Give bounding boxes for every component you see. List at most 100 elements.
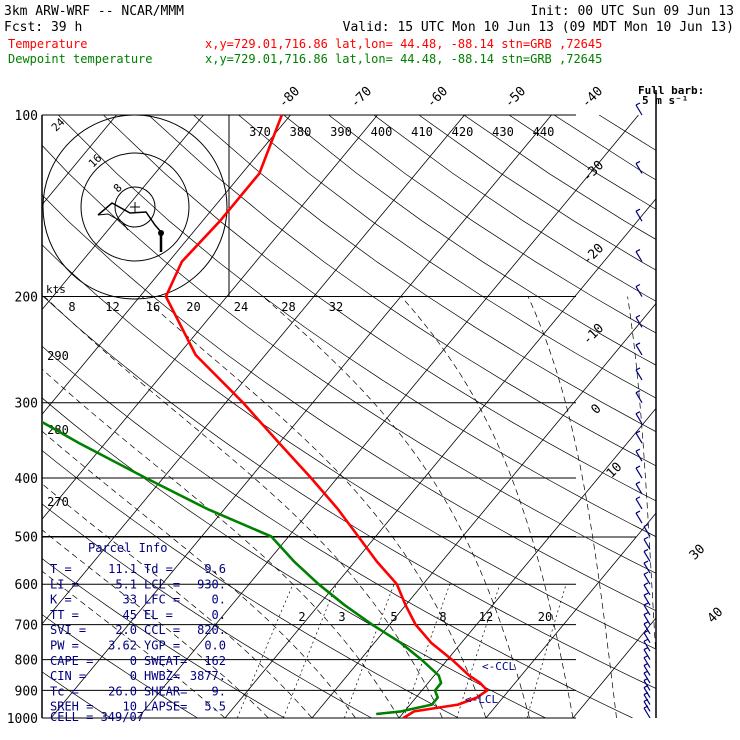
wind-barb [635, 467, 643, 479]
wind-barb-flag [635, 342, 641, 346]
theta-label: 420 [452, 125, 474, 139]
parcel-value: PW = [50, 639, 79, 653]
parcel-value: 45 [123, 608, 137, 622]
barb-legend-units: 5 m s⁻¹ [642, 94, 688, 107]
hodograph-ring [114, 186, 156, 228]
pressure-tick-label: 1000 [7, 712, 38, 727]
parcel-value: K = [50, 593, 72, 607]
dry-adiabat [42, 671, 111, 718]
wind-barb-flag [635, 314, 641, 318]
isotherm-label: -40 [579, 84, 606, 111]
isotherm-label: 0 [588, 401, 604, 417]
wind-barb-flag [635, 510, 641, 514]
wind-barb [635, 450, 643, 462]
wind-barb-flag [635, 496, 641, 500]
temperature-trace [164, 115, 489, 718]
isotherm [224, 198, 656, 718]
moist-adiabat [527, 296, 617, 718]
hodograph-ring [80, 152, 190, 262]
parcel-info-panel: Parcel Info T = 11.1 Td = 9.6 LI = 5.1 LCL = 93… [41, 536, 636, 724]
dry-adiabat [42, 503, 372, 718]
isotherm [50, 115, 552, 718]
parcel-value: SREH = [50, 700, 93, 714]
mixing-ratio-label: 20 [538, 610, 552, 624]
isotherm-label: 10 [604, 460, 626, 482]
wind-barb [635, 369, 643, 381]
wind-barb-flag [643, 612, 649, 616]
dry-adiabat [238, 115, 656, 399]
parcel-info-title: Parcel Info [88, 541, 167, 555]
moist-adiabat [42, 529, 269, 718]
parcel-value: 5.5 [204, 700, 226, 714]
mixing-ratio-label: 5 [390, 610, 397, 624]
init-time: Init: 00 UTC Sun 09 Jun 13 [531, 4, 735, 19]
parcel-value: LI = [50, 577, 79, 591]
hodograph: 8 16 24 kts [42, 114, 230, 300]
barb-legend-title: Full barb: [638, 84, 704, 97]
temperature-legend: Temperature [8, 37, 87, 51]
mixing-ratio-line [526, 584, 567, 718]
wind-barb [643, 672, 651, 684]
wind-barb [635, 251, 643, 262]
parcel-value: 162 [204, 654, 226, 668]
hodograph-speed-label: 8 [68, 300, 75, 314]
isotherm [42, 115, 465, 625]
hodograph-ring-label: 16 [86, 152, 105, 171]
hodograph-speed-label: 24 [234, 300, 248, 314]
wind-barb [635, 286, 643, 297]
model-title: 3km ARW-WRF -- NCAR/MMM [4, 4, 184, 19]
parcel-value: TT = [50, 608, 79, 622]
wind-barb [643, 707, 651, 719]
parcel-value: CAPE = [50, 654, 93, 668]
skewt-grid [42, 115, 740, 718]
wind-barb [643, 526, 651, 537]
wind-barb-flag [635, 102, 641, 106]
parcel-value: 10 [123, 700, 137, 714]
dry-adiabat [283, 115, 656, 366]
parcel-value: 820. [197, 623, 226, 637]
wind-barb-flag [635, 283, 641, 288]
mixing-ratio-label: 12 [479, 610, 493, 624]
isotherm-label: 40 [705, 605, 727, 627]
hodograph-speed-label: 16 [146, 300, 160, 314]
moist-adiabat [627, 296, 656, 663]
wind-barbs [635, 102, 651, 719]
parcel-value: EL = [144, 608, 173, 622]
wind-barb [643, 649, 651, 660]
dry-adiabat [42, 144, 656, 574]
parcel-value: 2.0 [115, 623, 137, 637]
moist-adiabat [141, 296, 487, 718]
wind-barb [643, 551, 651, 562]
dry-adiabat [193, 115, 656, 433]
ccl-marker: <-CCL [482, 660, 515, 673]
wind-barb [643, 594, 651, 606]
dewpoint-legend: Dewpoint temperature [8, 52, 153, 66]
wind-barb-flag [635, 390, 641, 394]
wind-barb-flag [643, 536, 649, 540]
parcel-cell: CELL = 349/07 [50, 710, 144, 724]
wind-barb [643, 687, 651, 698]
isotherm [660, 115, 740, 718]
parcel-value: 0 [130, 654, 137, 668]
parcel-value: 11.1 [108, 562, 137, 576]
theta-label: 270 [47, 495, 69, 509]
wind-barb-flag [643, 582, 649, 586]
pressure-tick-label: 400 [15, 472, 38, 487]
dry-adiabat [42, 345, 633, 718]
wind-barb [643, 640, 651, 652]
parcel-value: 0 [130, 669, 137, 683]
hodograph-units: kts [46, 283, 66, 296]
wind-barb [643, 680, 651, 691]
forecast-hour: Fcst: 39 h [4, 20, 82, 35]
hodograph-speed-label: 12 [105, 300, 119, 314]
wind-barb-flag [643, 621, 649, 625]
parcel-value: 9.6 [204, 562, 226, 576]
wind-barb-flag [635, 160, 641, 164]
isotherm [137, 115, 639, 718]
parcel-value: LFC = [144, 593, 180, 607]
wind-barb-flag [643, 560, 649, 564]
parcel-value: 0. [212, 593, 226, 607]
wind-barb [643, 604, 651, 616]
